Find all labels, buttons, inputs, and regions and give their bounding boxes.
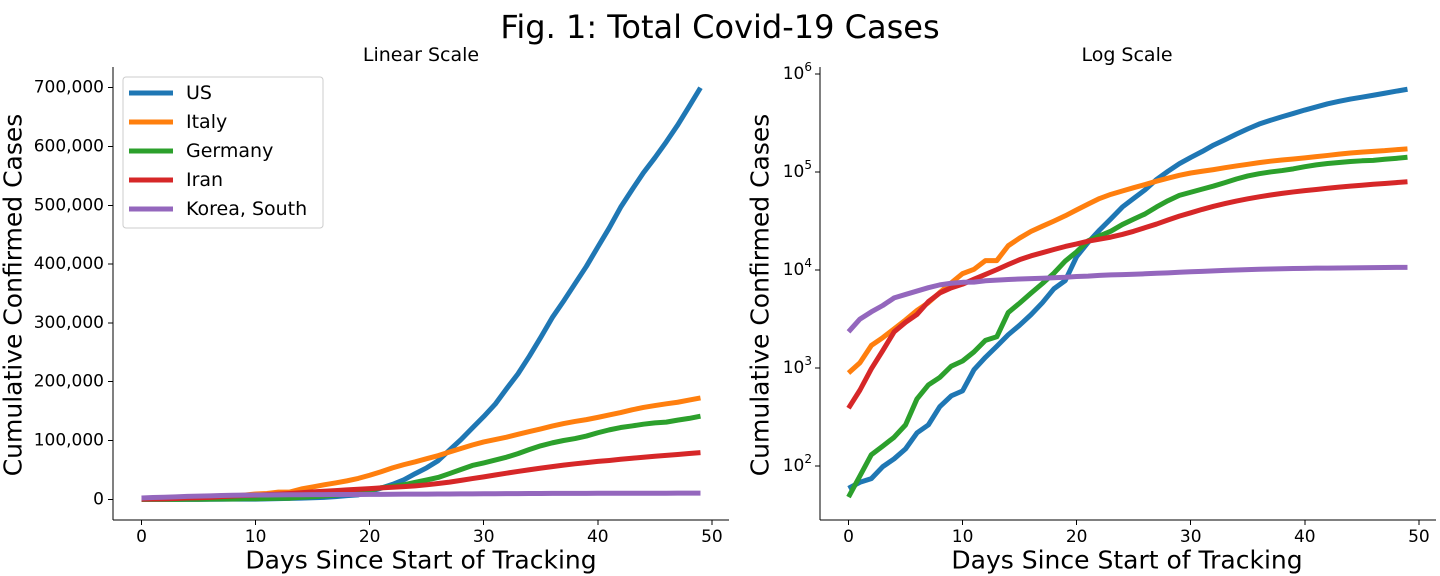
log-y-tick-label: 102 (783, 452, 812, 476)
linear-scale-chart: Linear Scale Days Since Start of Trackin… (0, 44, 729, 575)
log-scale-chart: Log Scale Days Since Start of Tracking C… (746, 44, 1436, 575)
figure-title: Fig. 1: Total Covid-19 Cases (500, 8, 939, 46)
linear-y-tick-label: 500,000 (34, 195, 104, 215)
linear-x-axis-label: Days Since Start of Tracking (245, 546, 596, 575)
linear-y-tick-label: 300,000 (34, 313, 104, 333)
legend: US Italy Germany Iran Korea, South (122, 76, 324, 229)
log-x-tick-label: 30 (1180, 527, 1202, 547)
legend-item-italy: Italy (129, 111, 227, 133)
linear-y-tick-label: 200,000 (34, 372, 104, 392)
log-x-tick-label: 50 (1408, 527, 1430, 547)
linear-y-tick-label: 700,000 (34, 78, 104, 98)
log-series-line-iran (846, 179, 1408, 410)
log-y-tick-label: 105 (783, 158, 812, 182)
linear-x-tick-label: 0 (136, 527, 147, 547)
legend-item-korea-south: Korea, South (129, 198, 307, 220)
linear-x-tick-label: 20 (359, 527, 381, 547)
log-x-tick-label: 10 (952, 527, 974, 547)
log-chart-title: Log Scale (1081, 44, 1172, 66)
legend-label-korea-south: Korea, South (186, 198, 307, 220)
log-x-tick-label: 20 (1066, 527, 1088, 547)
linear-axes: 0 10 20 30 40 50 0 100,000 200,000 300,000 400,000… (34, 67, 729, 547)
linear-y-tick-label: 600,000 (34, 136, 104, 156)
linear-y-tick-label: 0 (93, 489, 104, 509)
legend-label-italy: Italy (186, 111, 227, 133)
linear-series-line-korea-south (141, 490, 701, 501)
log-series-lines (846, 86, 1408, 499)
log-series-line-germany (846, 154, 1408, 499)
linear-y-tick-label: 400,000 (34, 254, 104, 274)
linear-x-tick-label: 50 (701, 527, 723, 547)
log-y-axis-label: Cumulative Confirmed Cases (746, 114, 775, 477)
log-axes: 0 10 20 30 40 50 102 103 104 105 106 (783, 60, 1436, 547)
linear-x-tick-label: 30 (473, 527, 495, 547)
legend-label-iran: Iran (186, 169, 223, 191)
log-x-tick-label: 0 (843, 527, 854, 547)
log-y-tick-label: 104 (783, 256, 812, 280)
legend-label-germany: Germany (186, 140, 273, 162)
log-y-tick-label: 106 (783, 60, 812, 84)
log-series-line-us (847, 86, 1408, 491)
legend-label-us: US (186, 82, 212, 104)
legend-frame (122, 76, 324, 229)
legend-item-iran: Iran (129, 169, 223, 191)
log-series-line-korea-south (846, 264, 1408, 334)
log-series-line-italy (846, 146, 1408, 375)
linear-x-tick-label: 40 (587, 527, 609, 547)
linear-chart-title: Linear Scale (363, 44, 479, 66)
linear-series-line-germany (141, 413, 701, 502)
legend-item-germany: Germany (129, 140, 273, 162)
linear-y-axis-label: Cumulative Confirmed Cases (0, 114, 28, 477)
linear-x-tick-label: 10 (245, 527, 267, 547)
linear-series-lines (141, 86, 703, 502)
legend-item-us: US (129, 82, 212, 104)
linear-y-tick-label: 100,000 (34, 431, 104, 451)
log-x-tick-label: 40 (1294, 527, 1316, 547)
log-y-tick-label: 103 (783, 354, 812, 378)
log-x-axis-label: Days Since Start of Tracking (951, 546, 1302, 575)
